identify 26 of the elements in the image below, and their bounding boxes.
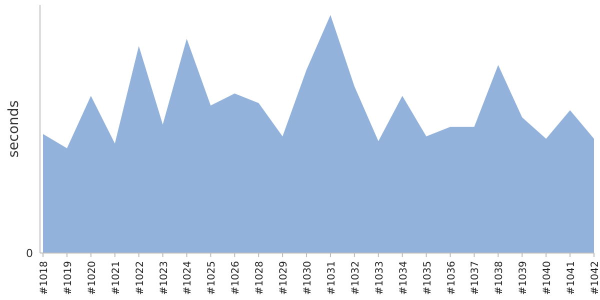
x-tick-label: #1019 <box>62 261 74 295</box>
x-tick-label: #1040 <box>542 261 554 295</box>
x-tick-label: #1041 <box>566 261 578 295</box>
x-tick-label: #1018 <box>39 261 50 295</box>
x-tick-label: #1038 <box>494 261 506 295</box>
x-tick-label: #1029 <box>278 261 290 295</box>
x-tick-label: #1039 <box>518 261 530 295</box>
x-tick-label: #1025 <box>206 261 218 295</box>
text: 0 <box>26 247 33 260</box>
x-tick-label: #1033 <box>374 261 386 295</box>
x-tick-label: #1036 <box>446 261 458 295</box>
x-tick-label: #1037 <box>470 261 482 295</box>
x-tick-label: #1034 <box>398 261 410 295</box>
y-axis-title: seconds <box>6 100 22 158</box>
x-tick-label: #1024 <box>182 261 194 295</box>
x-tick-label: #1021 <box>110 261 122 295</box>
x-tick-label: #1026 <box>230 261 242 295</box>
x-tick-label: #1042 <box>590 261 600 295</box>
x-tick-label: #1030 <box>302 261 314 295</box>
x-tick-label: #1035 <box>422 261 434 295</box>
x-tick-label: #1022 <box>134 261 146 295</box>
x-tick-label: #1020 <box>86 261 98 295</box>
x-tick-label: #1028 <box>254 261 266 295</box>
x-tick-label: #1032 <box>350 261 362 295</box>
x-tick-label: #1031 <box>326 261 338 295</box>
x-tick-label: #1023 <box>158 261 170 295</box>
